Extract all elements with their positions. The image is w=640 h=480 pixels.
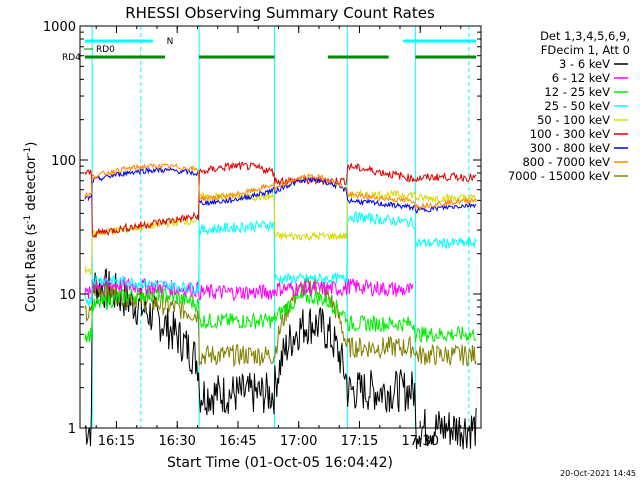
series-line — [84, 276, 477, 368]
y-axis-label-exp2: -1 — [23, 147, 33, 156]
x-tick-label: 16:15 — [98, 434, 135, 449]
series-line — [84, 166, 477, 214]
legend-label: 50 - 100 keV — [537, 113, 610, 127]
x-tick-label: 16:30 — [158, 434, 195, 449]
y-tick-label: 1 — [68, 422, 76, 437]
legend-header-line-1: Det 1,3,4,5,6,9, — [540, 29, 630, 43]
plot-frame — [79, 25, 482, 429]
series-line — [84, 163, 477, 210]
x-axis-label: Start Time (01-Oct-05 16:04:42) — [167, 455, 393, 471]
y-axis-label-exp1: -1 — [23, 215, 33, 224]
legend-label: 6 - 12 keV — [552, 71, 610, 85]
flag-label-n: N — [167, 37, 174, 47]
y-tick-label: 1000 — [43, 20, 76, 35]
flag-label-rd0: RD0 — [96, 45, 115, 55]
legend-label: 25 - 50 keV — [544, 99, 610, 113]
y-tick-label: 100 — [51, 154, 76, 169]
y-axis-label-mid: detector — [24, 155, 39, 215]
series-line — [84, 285, 477, 344]
y-axis-label: Count Rate (s-1 detector-1) — [23, 142, 39, 313]
x-tick-label: 17:00 — [280, 434, 317, 449]
x-tick-label: 17:15 — [341, 434, 378, 449]
y-tick-label: 10 — [59, 288, 76, 303]
series-line — [84, 268, 477, 450]
series-line — [84, 275, 414, 303]
flag-label-rd4: RD4 — [62, 53, 81, 63]
legend-label: 800 - 7000 keV — [522, 155, 610, 169]
legend-label: 3 - 6 keV — [559, 57, 610, 71]
chart-title: RHESSI Observing Summary Count Rates — [125, 4, 435, 22]
legend-label: 7000 - 15000 keV — [508, 169, 610, 183]
flag-layer: N RD0 RD4 — [62, 37, 477, 63]
series-line — [84, 161, 477, 239]
legend-header-line-2: FDecim 1, Att 0 — [541, 43, 630, 57]
series-line — [84, 210, 477, 307]
x-tick-label: 17:30 — [402, 434, 439, 449]
axis-layer: 16:15 16:30 16:45 17:00 17:15 17:30 1 10 100 1000 — [43, 20, 481, 449]
legend-label: 300 - 800 keV — [530, 141, 610, 155]
legend-label: 100 - 300 keV — [530, 127, 610, 141]
x-tick-label: 16:45 — [219, 434, 256, 449]
generation-timestamp: 20-Oct-2021 14:45 — [560, 469, 636, 478]
legend: Det 1,3,4,5,6,9, FDecim 1, Att 0 3 - 6 k… — [508, 29, 630, 183]
y-axis-label-main: Count Rate (s — [24, 224, 39, 313]
y-axis-label-close: ) — [24, 142, 39, 147]
legend-label: 12 - 25 keV — [544, 85, 610, 99]
data-layer — [84, 26, 477, 450]
